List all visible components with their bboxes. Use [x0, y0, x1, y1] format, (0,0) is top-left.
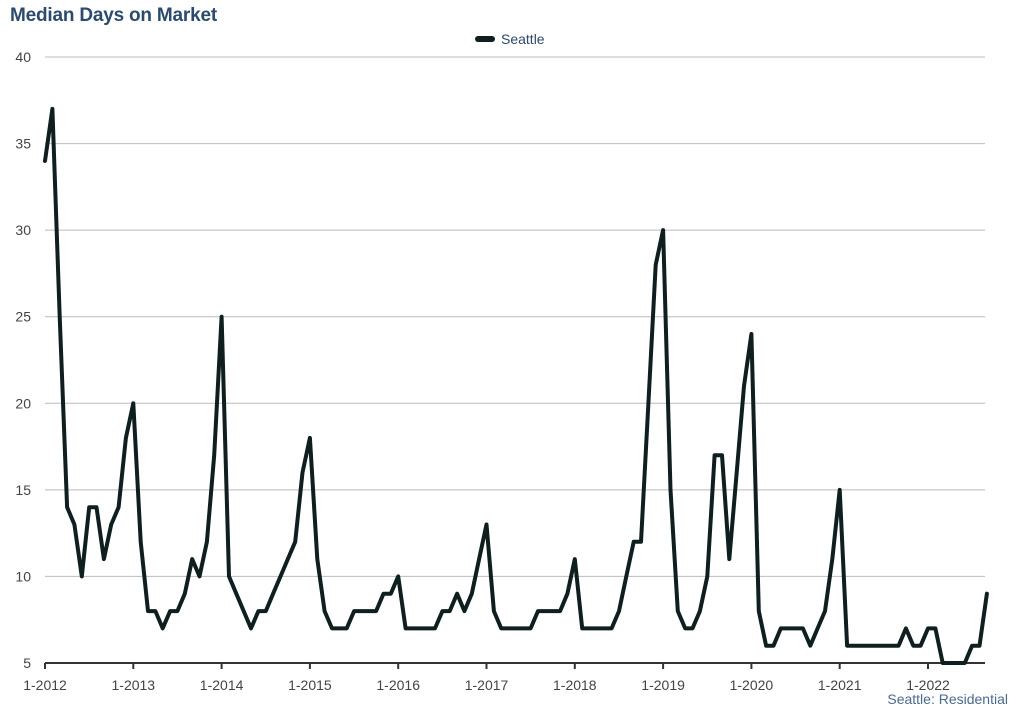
legend: Seattle: [475, 31, 545, 47]
x-tick-label: 1-2022: [906, 677, 950, 693]
y-tick-label: 15: [15, 482, 31, 498]
x-axis: 1-2012 1-2013 1-2014 1-2015 1-2016 1-2017 1-20…: [23, 662, 985, 693]
y-tick-label: 25: [15, 309, 31, 325]
y-tick-label: 10: [15, 568, 31, 584]
series-group: [43, 106, 989, 665]
x-tick-label: 1-2016: [376, 677, 420, 693]
y-tick-labels: 5 10 15 20 25 30 35 40: [15, 49, 31, 671]
y-tick-label: 35: [15, 136, 31, 152]
source-note: Seattle: Residential: [887, 691, 1008, 707]
x-tick-label: 1-2015: [288, 677, 332, 693]
x-tick-label: 1-2017: [465, 677, 509, 693]
x-tick-label: 1-2014: [200, 677, 244, 693]
y-tick-label: 30: [15, 222, 31, 238]
x-tick-label: 1-2012: [23, 677, 67, 693]
y-tick-label: 20: [15, 395, 31, 411]
chart-title: Median Days on Market: [10, 5, 217, 26]
y-tick-label: 40: [15, 49, 31, 65]
x-tick-label: 1-2018: [553, 677, 597, 693]
x-tick-label: 1-2019: [641, 677, 685, 693]
x-tick-label: 1-2021: [818, 677, 862, 693]
legend-swatch: [475, 36, 495, 42]
x-tick-label: 1-2013: [112, 677, 156, 693]
legend-label: Seattle: [501, 31, 545, 47]
series-line-seattle: [43, 106, 989, 665]
x-tick-label: 1-2020: [730, 677, 774, 693]
y-tick-label: 5: [23, 655, 31, 671]
gridlines: [45, 56, 985, 577]
